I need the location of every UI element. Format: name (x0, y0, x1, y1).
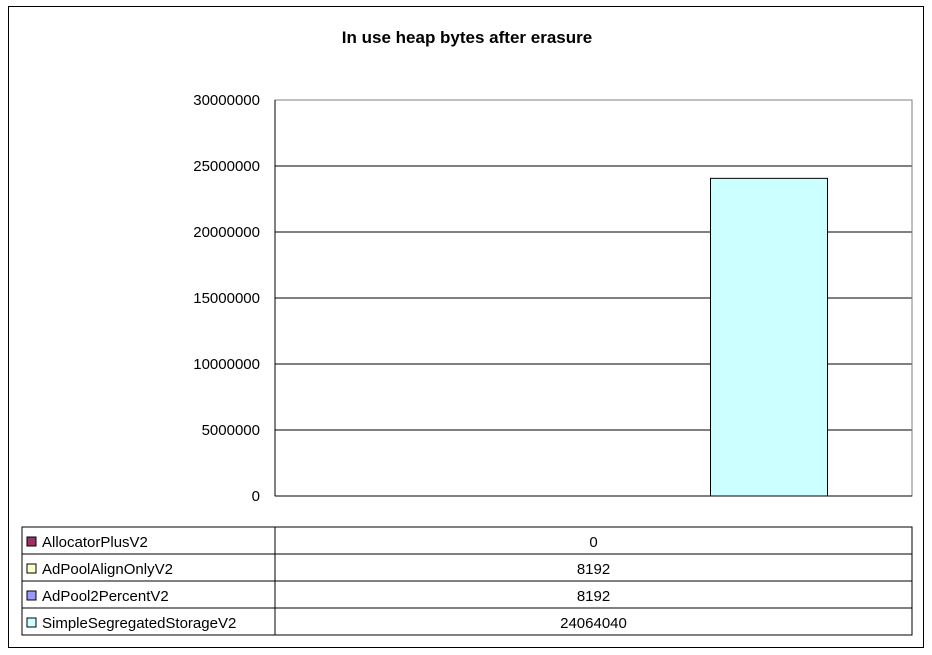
data-table: AllocatorPlusV2 0 AdPoolAlignOnlyV2 8192 AdP… (21, 526, 913, 636)
y-tick-label: 30000000 (193, 92, 260, 109)
y-tick-label: 15000000 (193, 290, 260, 307)
legend-label: AdPoolAlignOnlyV2 (42, 561, 173, 578)
y-tick-label: 10000000 (193, 356, 260, 373)
legend-swatch (26, 590, 37, 601)
legend-label: AdPool2PercentV2 (42, 588, 169, 605)
plot-area: 0 5000000 10000000 15000000 20000000 25000000… (193, 92, 913, 505)
bar (710, 177, 828, 497)
data-table-value: 8192 (577, 561, 610, 578)
y-tick-label: 0 (252, 488, 260, 505)
legend-label: SimpleSegregatedStorageV2 (42, 615, 236, 632)
legend-swatch (26, 536, 37, 547)
y-tick-label: 20000000 (193, 224, 260, 241)
chart-title: In use heap bytes after erasure (342, 28, 592, 47)
data-table-value: 24064040 (560, 615, 627, 632)
legend-swatch (26, 563, 37, 574)
legend-label: AllocatorPlusV2 (42, 534, 148, 551)
legend-swatch (26, 617, 37, 628)
data-table-value: 8192 (577, 588, 610, 605)
y-tick-label: 25000000 (193, 158, 260, 175)
y-tick-label: 5000000 (202, 422, 260, 439)
data-table-value: 0 (589, 534, 597, 551)
